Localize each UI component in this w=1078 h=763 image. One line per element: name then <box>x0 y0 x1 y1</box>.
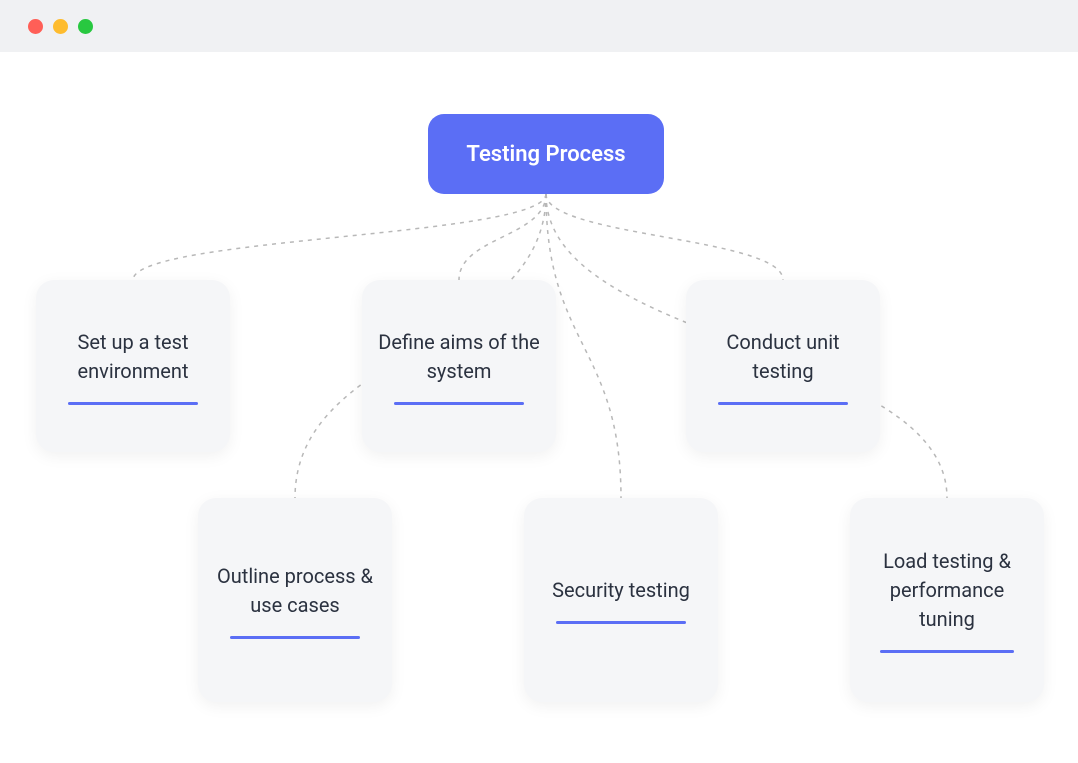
leaf-label: Conduct unit testing <box>700 328 866 386</box>
underline-accent <box>718 402 848 405</box>
leaf-node-define-aims: Define aims of the system <box>362 280 556 452</box>
diagram-canvas: Testing Process Set up a test environment… <box>0 52 1078 763</box>
leaf-node-outline-process: Outline process & use cases <box>198 498 392 702</box>
underline-accent <box>880 650 1014 653</box>
root-label: Testing Process <box>466 142 625 167</box>
minimize-icon[interactable] <box>53 19 68 34</box>
leaf-label: Security testing <box>552 576 690 605</box>
leaf-label: Define aims of the system <box>376 328 542 386</box>
leaf-label: Load testing & performance tuning <box>864 547 1030 634</box>
maximize-icon[interactable] <box>78 19 93 34</box>
leaf-label: Outline process & use cases <box>212 562 378 620</box>
underline-accent <box>394 402 524 405</box>
window-titlebar <box>0 0 1078 52</box>
underline-accent <box>556 621 686 624</box>
underline-accent <box>68 402 198 405</box>
leaf-node-setup-env: Set up a test environment <box>36 280 230 452</box>
leaf-node-security-testing: Security testing <box>524 498 718 702</box>
underline-accent <box>230 636 360 639</box>
leaf-node-load-testing: Load testing & performance tuning <box>850 498 1044 702</box>
root-node: Testing Process <box>428 114 664 194</box>
close-icon[interactable] <box>28 19 43 34</box>
leaf-node-unit-testing: Conduct unit testing <box>686 280 880 452</box>
leaf-label: Set up a test environment <box>50 328 216 386</box>
